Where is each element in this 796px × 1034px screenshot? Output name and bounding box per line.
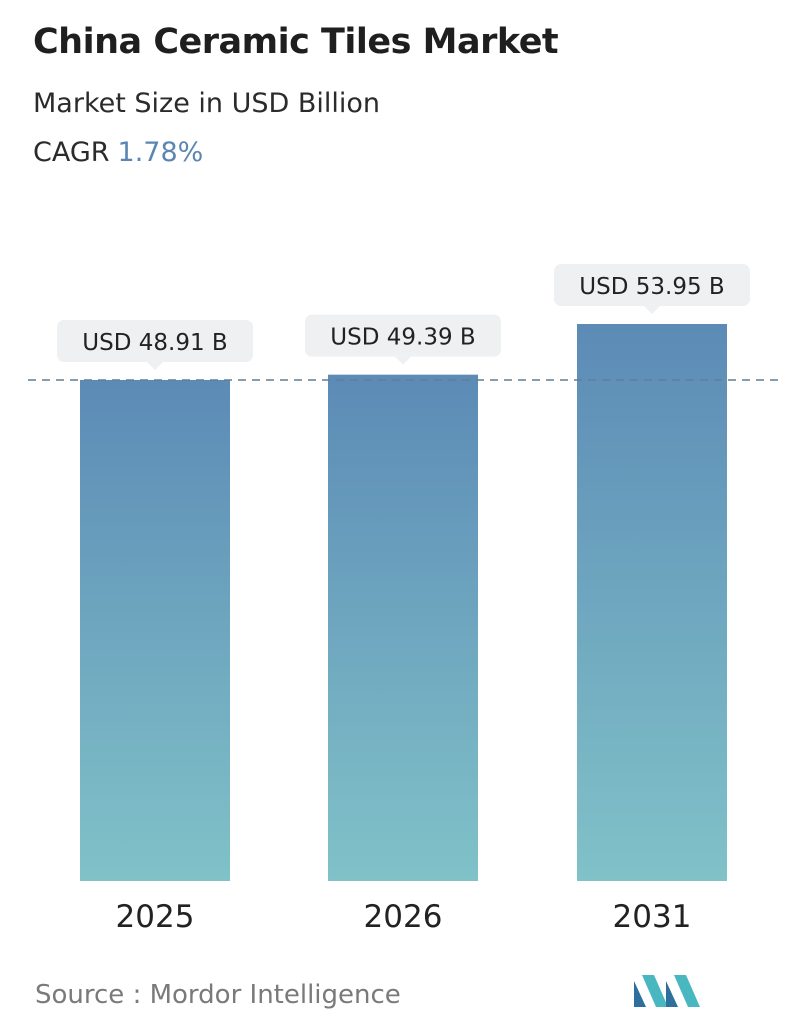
data-label-text: USD 48.91 B [82,330,227,356]
chart-title: China Ceramic Tiles Market [33,22,559,62]
data-label-box [57,320,253,362]
data-label-text: USD 53.95 B [579,274,724,300]
source-credit: Source : Mordor Intelligence [35,980,401,1010]
chart-subtitle: Market Size in USD Billion [33,88,381,119]
data-label-2031: USD 53.95 B [554,264,750,314]
x-tick-label-2025: 2025 [116,899,195,935]
data-label-pointer [395,356,411,365]
data-label-box [554,264,750,306]
data-label-box [305,314,501,357]
data-label-2026: USD 49.39 B [305,314,501,365]
cagr-label: CAGR [33,137,110,168]
x-tick-label-2031: 2031 [613,899,692,935]
cagr-line: CAGR 1.78% [33,137,203,168]
cagr-value: 1.78% [117,137,204,168]
data-label-2025: USD 48.91 B [57,320,253,370]
data-label-text: USD 49.39 B [330,325,475,351]
bar-2025 [80,380,230,881]
x-tick-label-2026: 2026 [364,899,443,935]
data-label-pointer [147,362,163,370]
bar-2031 [577,324,727,881]
mordor-intelligence-logo-icon [634,975,700,1007]
bar-chart: USD 48.91 B 2025 USD 49.39 B 2026 USD 53.95 … [28,264,780,935]
bar-2026 [328,374,478,881]
data-label-pointer [644,306,660,314]
